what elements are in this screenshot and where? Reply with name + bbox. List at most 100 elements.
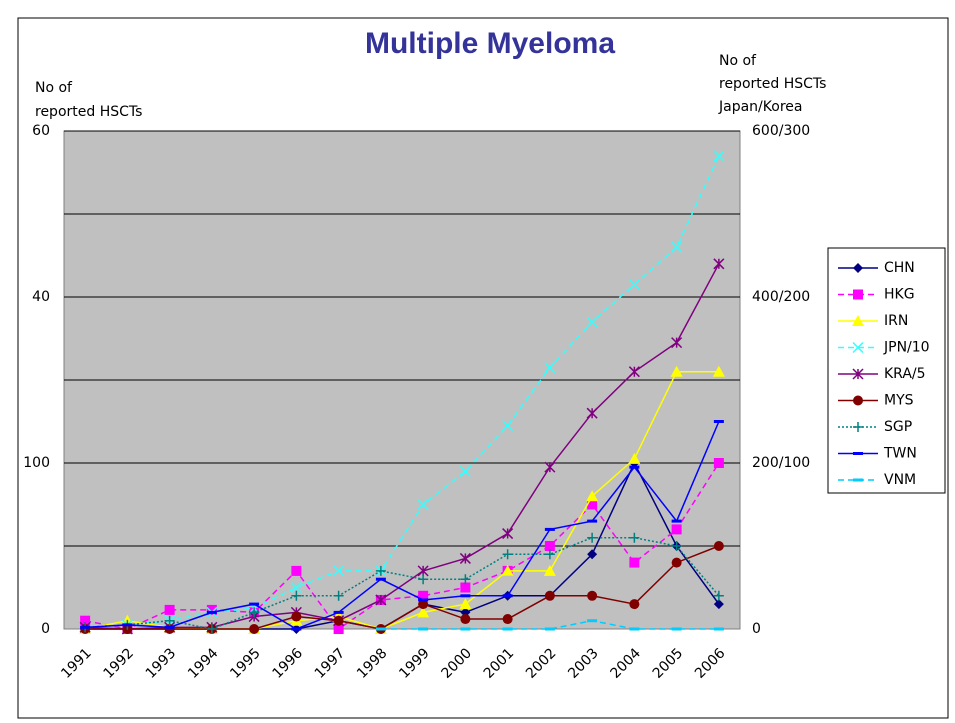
data-point — [418, 627, 429, 631]
data-point — [544, 549, 555, 560]
legend-marker — [853, 478, 863, 482]
legend-label: TWN — [883, 446, 917, 462]
data-point — [249, 602, 260, 606]
data-point — [671, 541, 682, 551]
y-axis-label: No of — [35, 80, 73, 96]
data-point — [459, 465, 471, 477]
series-line — [84, 370, 719, 630]
data-point — [670, 365, 683, 377]
data-point — [671, 337, 683, 349]
data-point — [375, 594, 387, 606]
y-tick-label: 60 — [32, 123, 50, 139]
legend-label: JPN/10 — [883, 340, 930, 356]
data-point — [587, 519, 598, 523]
data-point — [291, 627, 302, 631]
data-point — [586, 407, 598, 419]
data-point — [713, 590, 724, 601]
legend-marker — [852, 341, 864, 354]
data-point — [333, 615, 344, 626]
data-point — [713, 599, 724, 610]
data-point — [375, 565, 386, 576]
data-point — [417, 606, 430, 618]
data-point — [291, 590, 302, 601]
data-point — [587, 590, 598, 601]
data-point — [629, 627, 640, 631]
data-point — [460, 627, 471, 631]
data-point — [291, 611, 302, 622]
data-point — [333, 624, 344, 634]
data-point — [460, 594, 471, 598]
data-point — [544, 627, 555, 631]
data-point — [713, 258, 725, 270]
data-point — [586, 316, 598, 328]
data-point — [628, 452, 641, 464]
data-point — [459, 552, 471, 564]
data-point — [418, 598, 429, 602]
y-tick-label: 100 — [23, 455, 50, 471]
data-point — [671, 557, 682, 568]
chart-title: Multiple Myeloma — [365, 27, 615, 60]
data-point — [629, 532, 640, 543]
data-point — [291, 565, 302, 576]
data-point — [375, 577, 386, 581]
legend-label: HKG — [884, 287, 915, 303]
series-line — [85, 536, 720, 630]
y-tick-label: 40 — [32, 289, 50, 305]
data-point — [544, 590, 555, 601]
data-point — [586, 490, 599, 502]
series-line — [84, 462, 720, 631]
data-point — [417, 498, 429, 511]
legend-label: MYS — [884, 393, 914, 409]
data-point — [418, 599, 429, 610]
data-point — [629, 599, 640, 610]
data-point — [249, 607, 260, 618]
data-point — [206, 624, 217, 634]
data-point — [587, 532, 598, 543]
legend-label: IRN — [884, 313, 908, 329]
data-point — [587, 549, 598, 560]
legend-label: VNM — [884, 472, 916, 488]
data-point — [671, 524, 682, 535]
y2-tick-label: 200/100 — [752, 455, 810, 471]
data-point — [502, 614, 513, 625]
data-point — [544, 362, 556, 374]
y-tick-label: 0 — [41, 621, 50, 637]
data-point — [418, 590, 429, 601]
data-point — [628, 279, 640, 291]
y2-axis-label: No of — [719, 53, 757, 69]
data-point — [206, 604, 217, 615]
data-point — [671, 241, 683, 253]
data-point — [713, 458, 724, 468]
legend-marker — [853, 289, 863, 300]
legend-marker — [853, 263, 863, 273]
data-point — [713, 420, 724, 423]
legend-marker — [852, 368, 864, 380]
y2-tick-label: 0 — [752, 621, 761, 637]
data-point — [164, 604, 175, 615]
legend-marker — [853, 422, 863, 432]
data-point — [544, 541, 555, 551]
legend-label: CHN — [884, 260, 915, 276]
data-point — [713, 627, 724, 631]
data-point — [587, 499, 598, 510]
data-point — [543, 564, 556, 576]
data-point — [544, 527, 555, 531]
series-line — [85, 155, 720, 629]
data-point — [164, 615, 175, 626]
data-point — [629, 557, 640, 568]
data-point — [460, 614, 471, 625]
y2-tick-label: 600/300 — [752, 123, 810, 139]
data-point — [502, 549, 513, 560]
legend-marker — [853, 452, 863, 455]
data-point — [80, 615, 91, 626]
data-point — [418, 574, 429, 585]
data-point — [164, 625, 175, 629]
y2-tick-label: 400/200 — [752, 289, 810, 305]
series-line — [380, 619, 719, 630]
data-point — [502, 420, 514, 432]
data-point — [628, 366, 640, 378]
data-point — [290, 581, 302, 594]
legend-marker — [853, 395, 863, 406]
data-point — [502, 528, 514, 540]
